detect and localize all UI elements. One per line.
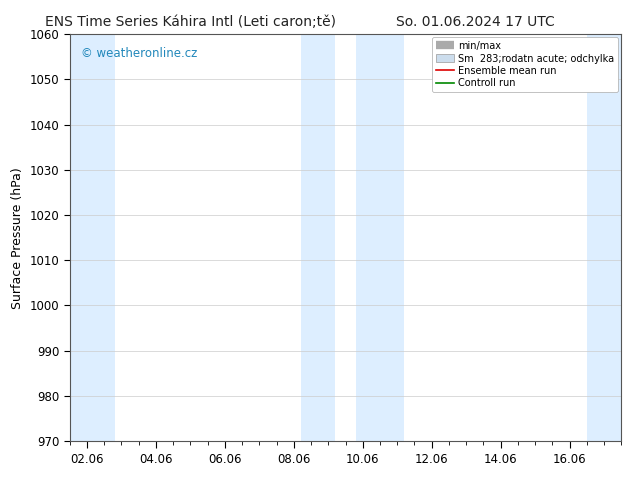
Text: ENS Time Series Káhira Intl (Leti caron;tě): ENS Time Series Káhira Intl (Leti caron;… [45,15,335,29]
Legend: min/max, Sm  283;rodatn acute; odchylka, Ensemble mean run, Controll run: min/max, Sm 283;rodatn acute; odchylka, … [432,37,618,92]
Text: © weatheronline.cz: © weatheronline.cz [81,47,197,59]
Bar [356,34,404,441]
Bar [587,34,621,441]
Bar [301,34,335,441]
Bar [70,34,115,441]
Y-axis label: Surface Pressure (hPa): Surface Pressure (hPa) [11,167,24,309]
Text: So. 01.06.2024 17 UTC: So. 01.06.2024 17 UTC [396,15,555,29]
